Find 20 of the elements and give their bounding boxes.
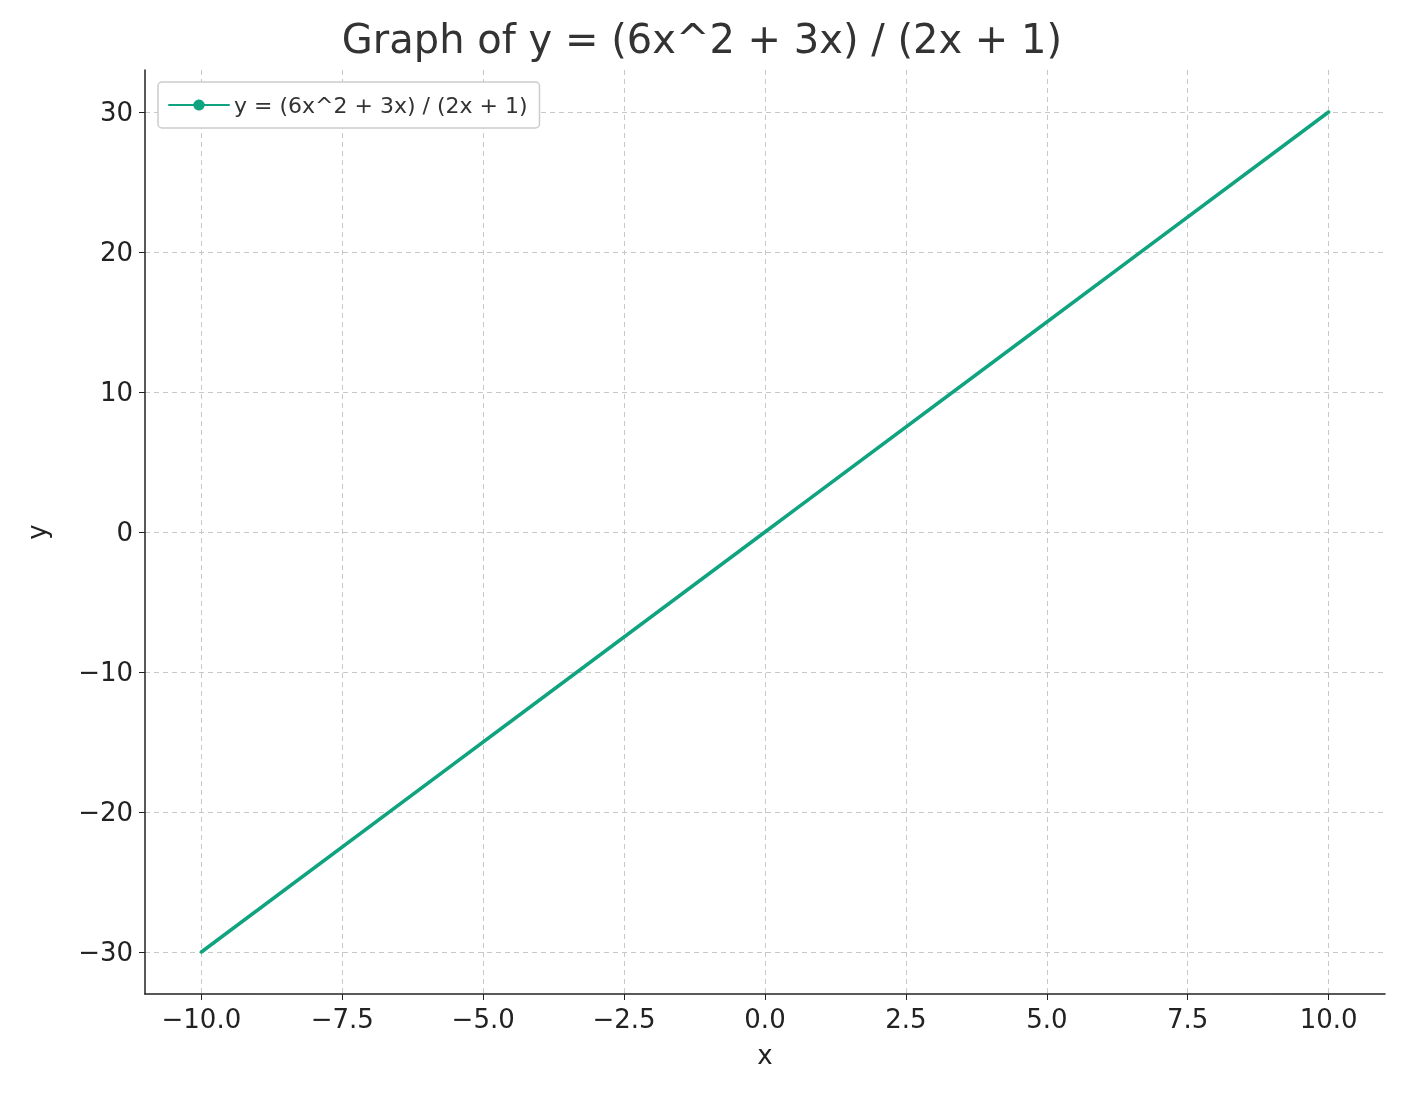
y-tick-label: 0 [116, 517, 133, 547]
y-tick-label: −20 [78, 797, 133, 827]
x-tick-label: 5.0 [1026, 1004, 1068, 1034]
y-tick-label: 10 [99, 377, 133, 407]
y-tick-label: 30 [99, 97, 133, 127]
x-tick-label: −5.0 [451, 1004, 515, 1034]
x-tick-label: 7.5 [1167, 1004, 1209, 1034]
y-tick-label: 20 [99, 237, 133, 267]
y-tick-label: −30 [78, 937, 133, 967]
x-tick-label: −10.0 [161, 1004, 242, 1034]
y-axis-title: y [22, 524, 52, 540]
legend-label: y = (6x^2 + 3x) / (2x + 1) [234, 92, 528, 118]
x-tick-label: 0.0 [744, 1004, 786, 1034]
chart-title: Graph of y = (6x^2 + 3x) / (2x + 1) [341, 16, 1063, 62]
x-tick-label: −7.5 [310, 1004, 374, 1034]
x-tick-label: 10.0 [1299, 1004, 1358, 1034]
y-tick-label: −10 [78, 657, 133, 687]
x-tick-label: 2.5 [885, 1004, 927, 1034]
x-tick-label: −2.5 [592, 1004, 656, 1034]
x-axis-title: x [757, 1040, 773, 1070]
